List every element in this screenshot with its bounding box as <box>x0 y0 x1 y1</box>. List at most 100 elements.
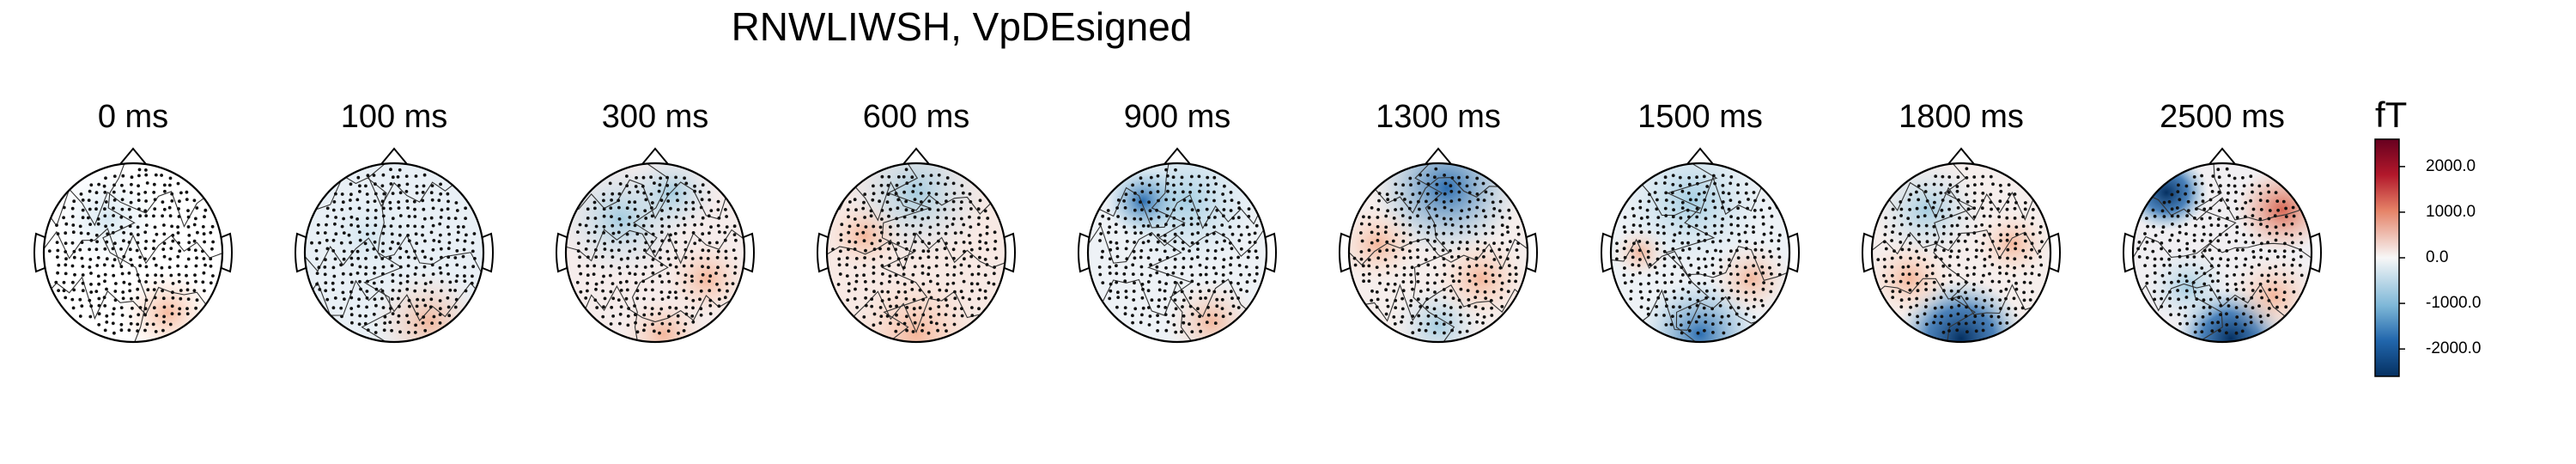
topomap-head <box>2123 147 2322 344</box>
topomap-head <box>1078 147 1277 344</box>
contour-line <box>1349 284 1528 322</box>
contour-line <box>1872 229 2050 259</box>
head-outline <box>303 162 485 344</box>
nose <box>1947 147 1975 165</box>
colorbar-tick-label: 1000.0 <box>2426 202 2476 221</box>
topomap-head <box>817 147 1016 344</box>
contour-line <box>102 163 147 342</box>
right-ear <box>1788 232 1800 273</box>
topomap-head <box>1339 147 1538 344</box>
field-map <box>44 163 222 342</box>
colorbar-tick-label: 0.0 <box>2426 248 2449 266</box>
contour-line <box>2133 186 2312 222</box>
nose <box>1686 147 1714 165</box>
left-ear <box>1339 232 1351 273</box>
contour-line <box>1933 163 1976 342</box>
right-ear <box>2310 232 2322 273</box>
topomap-time-label: 900 ms <box>1123 99 1231 135</box>
topomap-time-label: 0 ms <box>97 99 169 135</box>
contour-line <box>44 276 222 321</box>
colorbar-tick-label: -2000.0 <box>2426 339 2482 358</box>
right-ear <box>1526 232 1538 273</box>
right-ear <box>2049 232 2061 273</box>
contour-line <box>44 188 222 228</box>
left-ear <box>817 232 829 273</box>
head-outline <box>564 162 746 344</box>
nose <box>1163 147 1191 165</box>
field-map <box>1611 163 1789 342</box>
left-ear <box>556 232 568 273</box>
field-map <box>827 163 1005 342</box>
head-outline <box>2131 162 2313 344</box>
left-ear <box>1601 232 1613 273</box>
head-outline <box>1870 162 2052 344</box>
topomap-time-label: 1800 ms <box>1899 99 2024 135</box>
topomap-head <box>295 147 494 344</box>
contour-line <box>1147 163 1193 342</box>
nose <box>641 147 669 165</box>
right-ear <box>1004 232 1016 273</box>
topomap-head <box>33 147 233 344</box>
field-map <box>566 163 744 342</box>
contour-line <box>1413 163 1455 342</box>
left-ear <box>1862 232 1874 273</box>
contour-line <box>1088 224 1267 264</box>
nose <box>2208 147 2236 165</box>
head-outline <box>1347 162 1529 344</box>
contour-line <box>305 234 483 277</box>
topomap-time-label: 2500 ms <box>2160 99 2285 135</box>
nose <box>1425 147 1452 165</box>
topomap-head <box>1862 147 2061 344</box>
left-ear <box>1078 232 1090 273</box>
topomap-time-label: 1300 ms <box>1376 99 1501 135</box>
sensor-dots <box>1876 167 2044 334</box>
contour-line <box>2191 163 2237 342</box>
contour-line <box>566 177 744 220</box>
topomap-time-label: 600 ms <box>862 99 970 135</box>
contour-line <box>1665 163 1718 342</box>
right-ear <box>482 232 494 273</box>
field-map <box>1088 163 1267 342</box>
topomap-head <box>556 147 755 344</box>
contour-line <box>827 232 1005 272</box>
colorbar-unit: fT <box>2375 95 2408 135</box>
right-ear <box>1265 232 1277 273</box>
contour-line <box>827 290 1005 333</box>
sensor-dots <box>47 168 216 335</box>
left-ear <box>2123 232 2135 273</box>
colorbar-tick-label: 2000.0 <box>2426 156 2476 175</box>
head-outline <box>42 162 224 344</box>
contour-line <box>631 163 669 342</box>
sensor-dots <box>1615 174 1782 335</box>
contour-line <box>305 279 483 321</box>
topomap-time-label: 100 ms <box>340 99 448 135</box>
colorbar <box>2374 138 2400 377</box>
sensor-dots <box>310 168 477 334</box>
contour-line <box>1872 278 2050 315</box>
right-ear <box>221 232 233 273</box>
left-ear <box>33 232 46 273</box>
nose <box>902 147 930 165</box>
nose <box>380 147 408 165</box>
nose <box>119 147 147 165</box>
head-outline <box>1609 162 1791 344</box>
left-ear <box>295 232 307 273</box>
contour-line <box>2133 235 2312 259</box>
contour-line <box>1349 238 1528 270</box>
right-ear <box>743 232 755 273</box>
figure-title: RNWLIWSH, VpDEsigned <box>731 4 1193 49</box>
topomap-head <box>1601 147 1800 344</box>
contour-line <box>827 180 1005 222</box>
head-outline <box>1086 162 1268 344</box>
sensor-dots <box>1352 167 1521 335</box>
sensor-dots <box>575 174 738 335</box>
field-map <box>1349 163 1528 342</box>
topomap-time-label: 1500 ms <box>1637 99 1763 135</box>
colorbar-tick-label: -1000.0 <box>2426 294 2482 313</box>
sensor-dots <box>1097 168 1259 334</box>
contour-line <box>361 163 404 342</box>
contour-line <box>1088 278 1267 318</box>
topomap-time-label: 300 ms <box>601 99 709 135</box>
head-outline <box>825 162 1007 344</box>
